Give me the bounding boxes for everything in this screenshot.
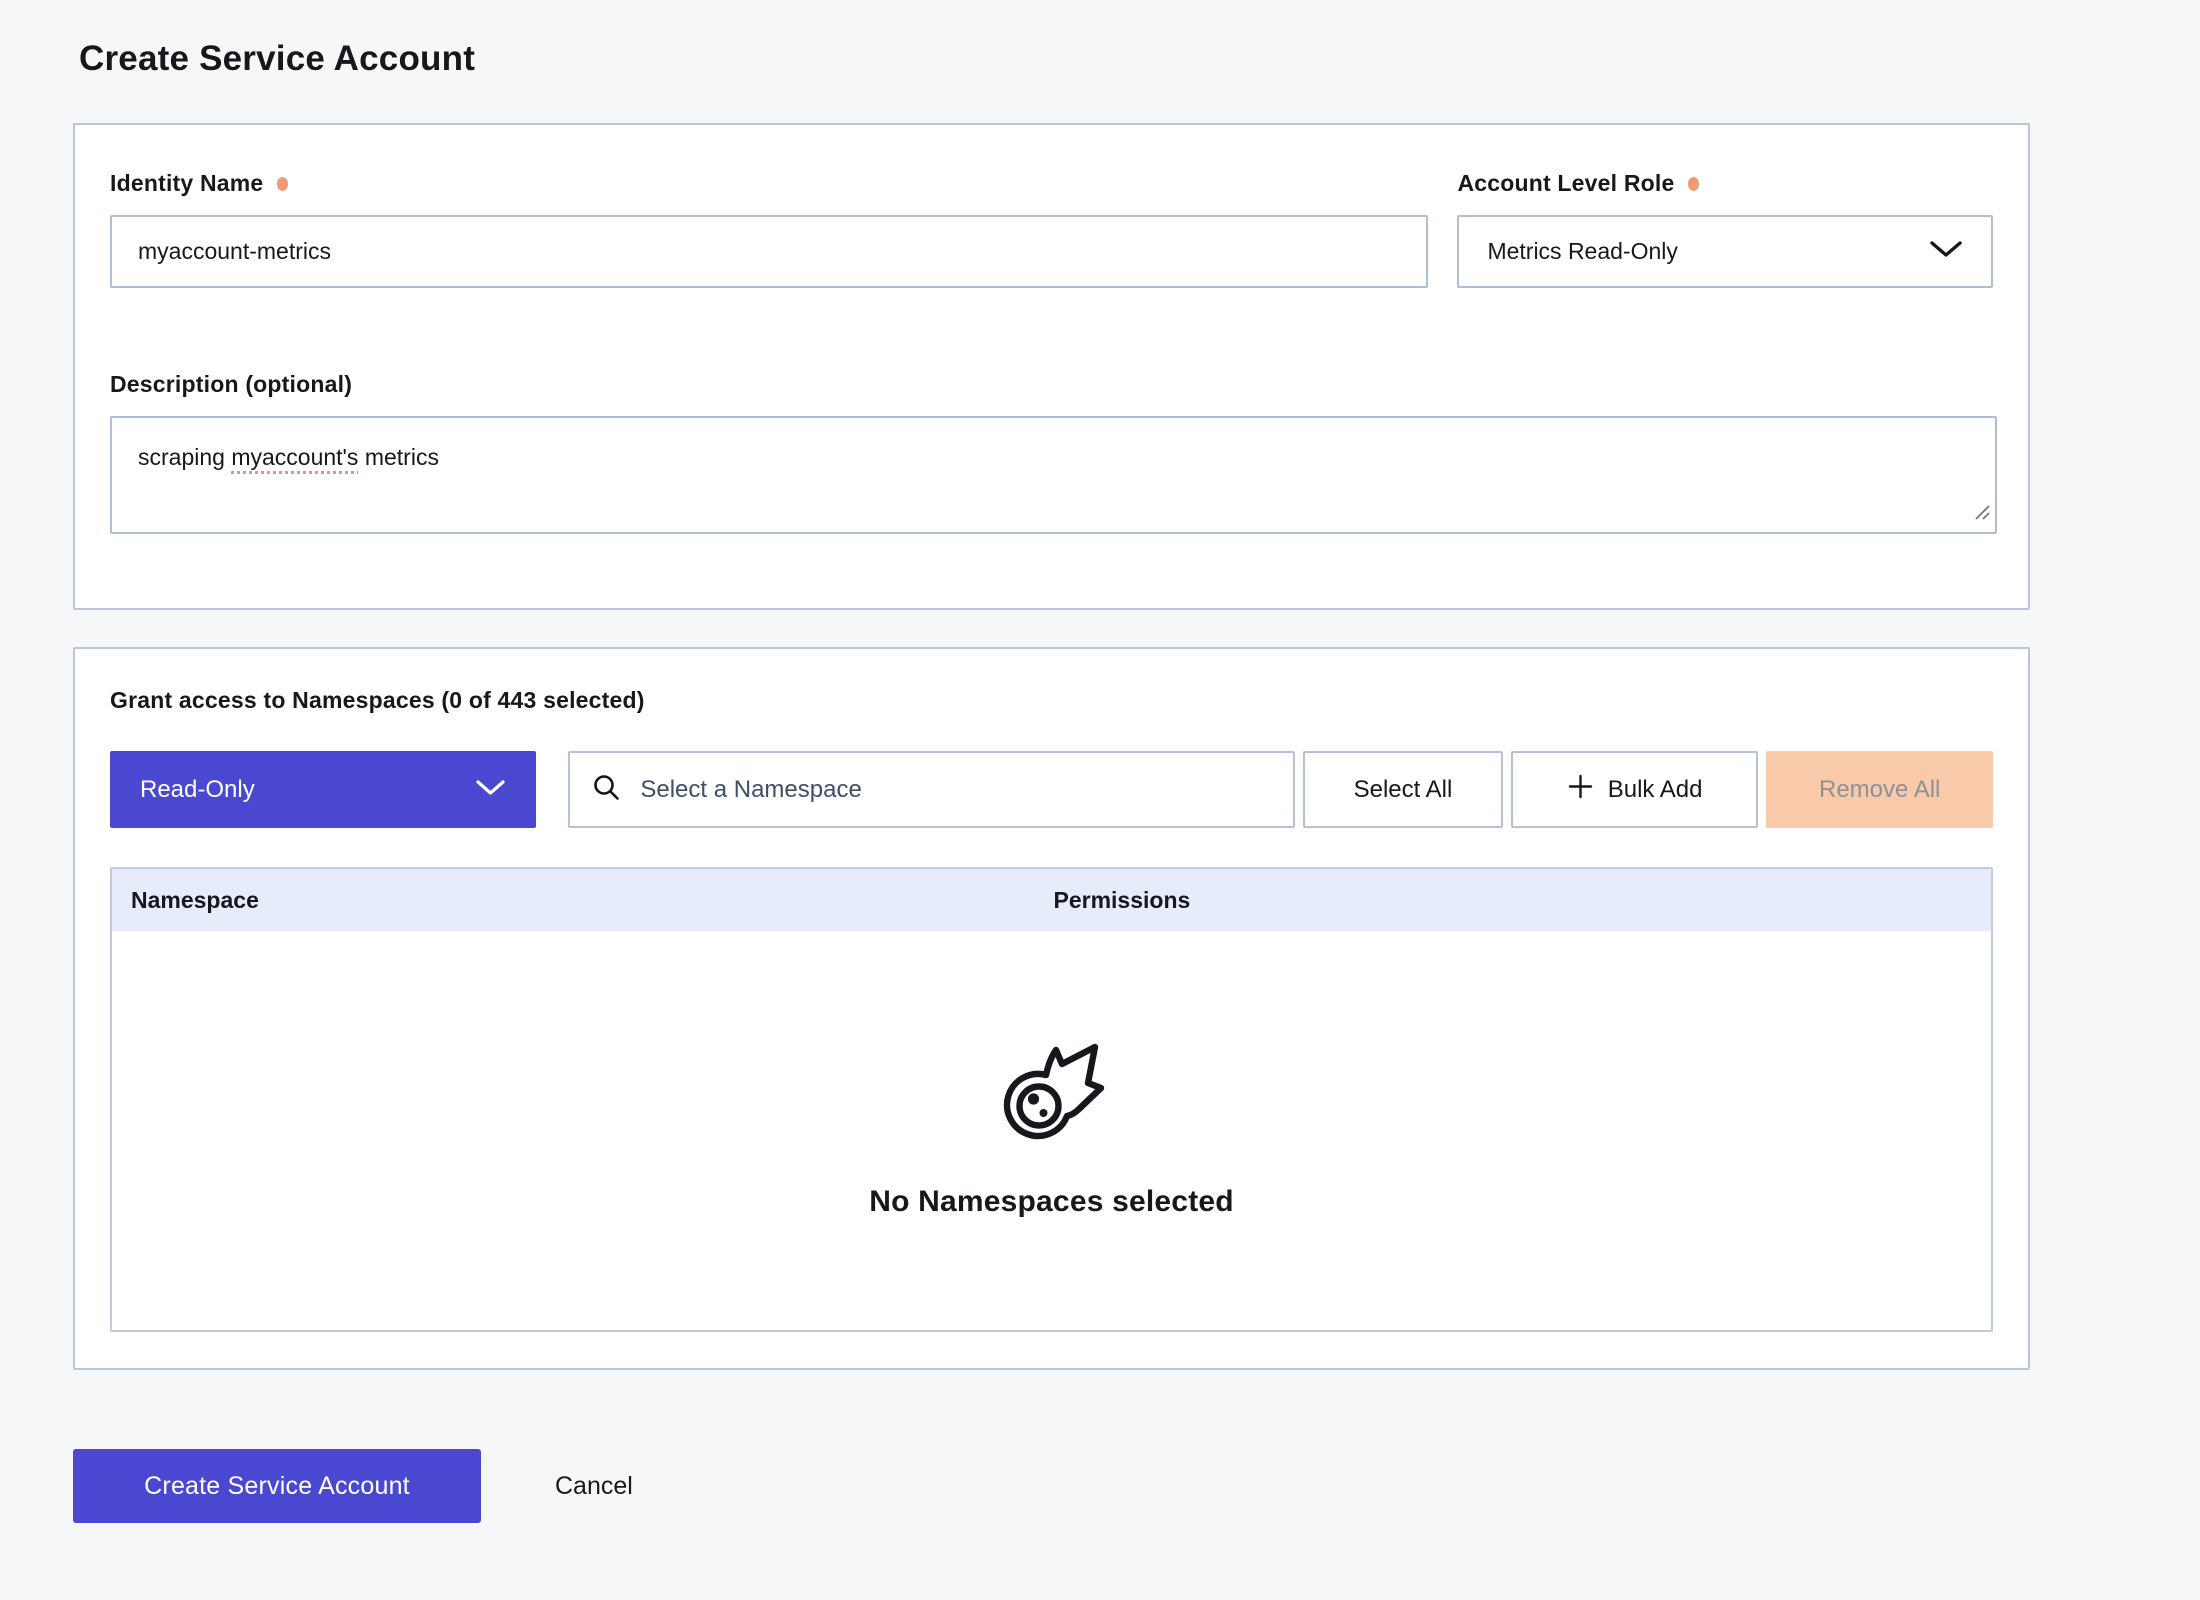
namespace-search-input[interactable] — [638, 774, 1272, 805]
required-dot — [1688, 177, 1700, 191]
account-level-role-field: Account Level Role Metrics Read-Only — [1457, 167, 1993, 288]
create-service-account-page: Create Service Account Identity Name Acc… — [73, 39, 2200, 1523]
permission-dropdown[interactable]: Read-Only — [110, 751, 537, 828]
identity-name-field: Identity Name — [110, 167, 1429, 288]
description-text: metrics — [358, 444, 439, 470]
column-header-permissions: Permissions — [1053, 886, 1191, 913]
namespace-controls: Read-Only Select All Bulk Add — [110, 751, 1993, 828]
description-label: Description (optional) — [110, 370, 353, 397]
comet-icon — [869, 1043, 1234, 1143]
required-dot — [277, 177, 289, 191]
create-service-account-button[interactable]: Create Service Account — [73, 1449, 481, 1523]
bulk-add-button[interactable]: Bulk Add — [1510, 751, 1759, 828]
grant-access-heading: Grant access to Namespaces (0 of 443 sel… — [110, 687, 645, 713]
cancel-button[interactable]: Cancel — [549, 1471, 639, 1502]
namespaces-table-body: No Namespaces selected — [112, 931, 1991, 1330]
description-text: scraping — [138, 444, 232, 470]
identity-name-input[interactable] — [110, 215, 1429, 288]
plus-icon — [1567, 773, 1594, 807]
account-level-role-value: Metrics Read-Only — [1487, 238, 1678, 264]
select-all-button[interactable]: Select All — [1303, 751, 1503, 828]
namespaces-card: Grant access to Namespaces (0 of 443 sel… — [73, 647, 2030, 1370]
chevron-down-icon — [475, 776, 506, 804]
page-title: Create Service Account — [79, 39, 476, 78]
empty-state-text: No Namespaces selected — [869, 1184, 1234, 1218]
chevron-down-icon — [1929, 238, 1963, 265]
identity-name-label: Identity Name — [110, 169, 264, 196]
identity-card: Identity Name Account Level Role Metrics… — [73, 123, 2030, 610]
account-level-role-label: Account Level Role — [1457, 169, 1675, 196]
namespace-search[interactable] — [568, 751, 1296, 828]
remove-all-button[interactable]: Remove All — [1766, 751, 1993, 828]
namespaces-table-header: Namespace Permissions — [112, 869, 1991, 931]
select-all-label: Select All — [1353, 775, 1453, 803]
remove-all-label: Remove All — [1818, 775, 1941, 803]
empty-state: No Namespaces selected — [869, 1043, 1234, 1219]
account-level-role-select[interactable]: Metrics Read-Only — [1457, 215, 1993, 288]
column-header-namespace: Namespace — [131, 886, 259, 913]
description-field: Description (optional) scraping myaccoun… — [110, 368, 1997, 534]
bulk-add-label: Bulk Add — [1607, 775, 1703, 803]
search-icon — [592, 773, 620, 806]
namespaces-table: Namespace Permissions — [110, 867, 1993, 1332]
description-textarea[interactable]: scraping myaccount's metrics — [110, 416, 1997, 534]
resize-grip-icon[interactable] — [1972, 498, 1991, 528]
form-actions: Create Service Account Cancel — [73, 1449, 2200, 1523]
permission-dropdown-value: Read-Only — [140, 775, 255, 803]
description-misspelled-word: myaccount's — [231, 444, 359, 470]
